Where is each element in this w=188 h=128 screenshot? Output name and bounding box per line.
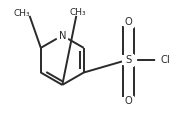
Text: CH₃: CH₃ [14,9,30,18]
Text: N: N [58,30,66,41]
Text: Cl: Cl [160,55,170,65]
Text: S: S [125,55,132,65]
Text: O: O [125,96,132,106]
Text: CH₃: CH₃ [70,8,86,17]
Text: O: O [125,17,132,27]
